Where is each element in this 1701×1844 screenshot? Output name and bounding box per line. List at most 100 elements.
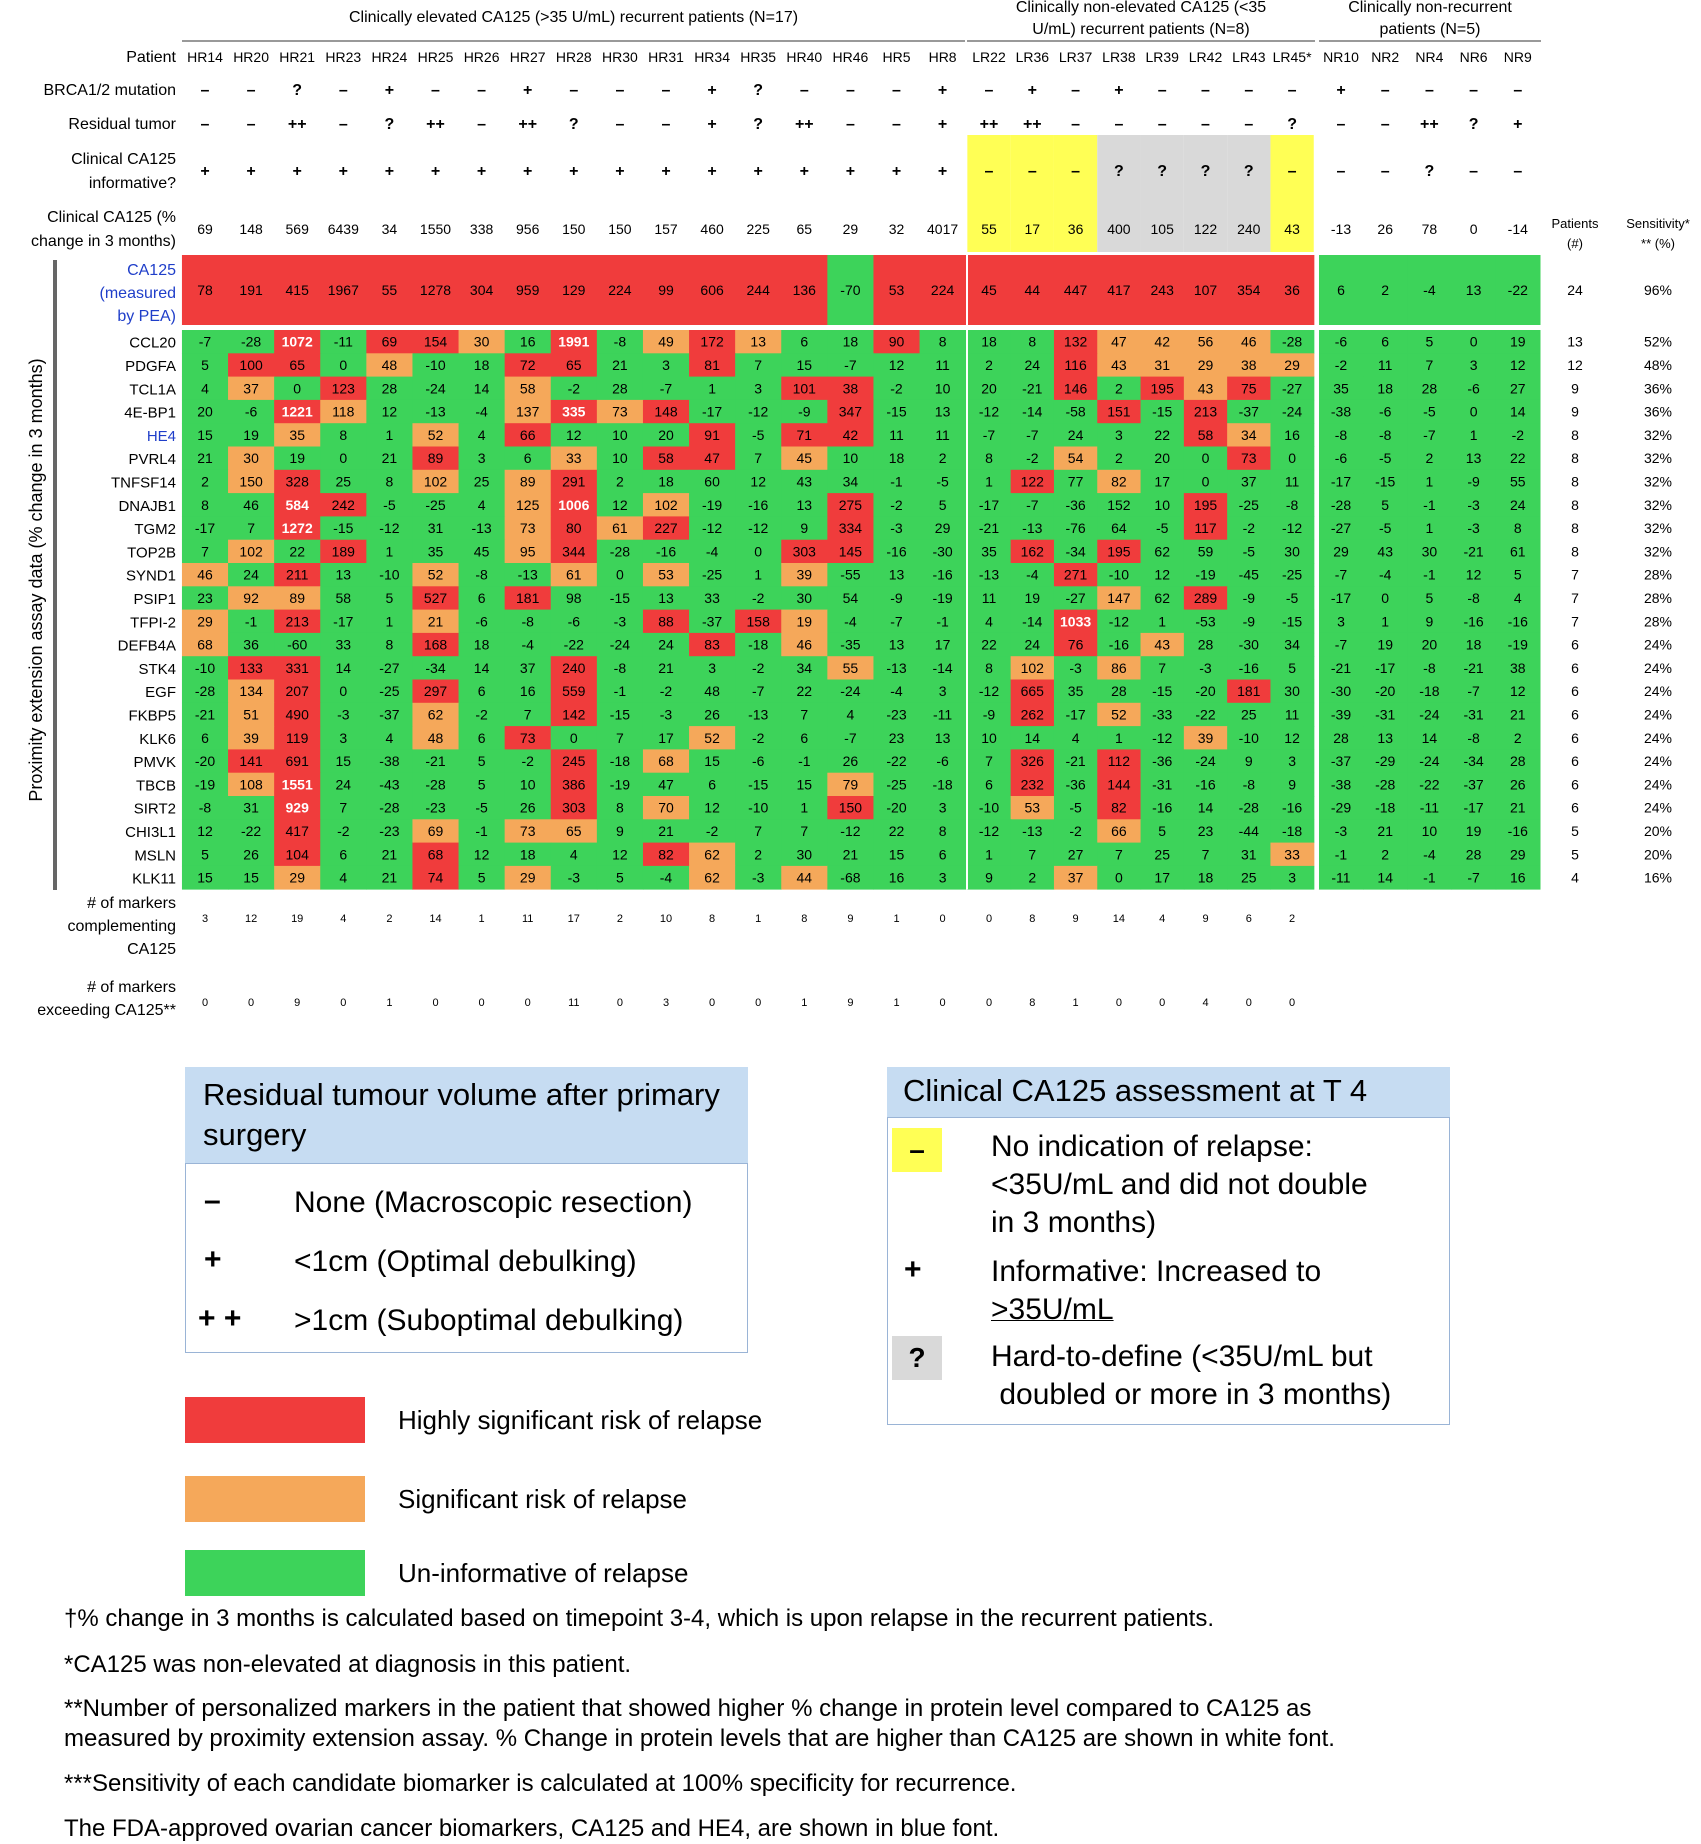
heat-cell-14-19 xyxy=(1053,632,1098,657)
footnote-sensitivity: ***Sensitivity of each candidate biomark… xyxy=(64,1770,1017,1797)
heat-value-4-11: -17 xyxy=(702,404,722,420)
heat-value-6-15: 18 xyxy=(889,450,905,466)
heat-value-24-7: 29 xyxy=(520,870,536,886)
heat-cell-7-21 xyxy=(1140,469,1185,494)
clinical-cell-2-16: + xyxy=(938,163,947,180)
heat-value-19-6: 5 xyxy=(478,753,486,769)
heat-value-13-11: -37 xyxy=(702,613,722,629)
heat-cell-18-29 xyxy=(1495,726,1541,750)
heat-value-5-3: 8 xyxy=(339,427,347,443)
clinical-cell-2-24: – xyxy=(1288,163,1297,180)
heat-value-21-15: -20 xyxy=(886,800,906,816)
heat-value-22-11: -2 xyxy=(706,823,719,839)
heat-cell-6-3 xyxy=(320,446,367,471)
heat-cell-24-29 xyxy=(1495,865,1541,890)
heat-cell-4-18 xyxy=(1010,399,1055,424)
heat-cell-1-4 xyxy=(366,330,414,354)
heat-cell-15-19 xyxy=(1053,656,1098,680)
heat-value-11-10: 53 xyxy=(658,567,674,583)
clinical-cell-1-16: + xyxy=(938,116,947,133)
heat-value-24-8: -3 xyxy=(568,870,581,886)
heat-cell-13-23 xyxy=(1227,609,1272,634)
heat-cell-11-14 xyxy=(827,563,875,587)
heat-value-9-23: -2 xyxy=(1243,520,1256,536)
heat-value-23-22: 7 xyxy=(1202,846,1210,862)
heat-cell-17-0 xyxy=(181,702,229,727)
patients-header: Patients xyxy=(1552,216,1599,231)
heat-cell-15-2 xyxy=(274,656,321,680)
heat-cell-24-15 xyxy=(873,865,921,890)
heat-value-10-22: 59 xyxy=(1198,543,1214,559)
heat-cell-20-21 xyxy=(1140,772,1185,797)
heat-cell-21-7 xyxy=(504,796,552,820)
heat-cell-6-13 xyxy=(781,446,828,471)
heat-value-8-28: -3 xyxy=(1467,497,1480,513)
heat-value-16-12: -7 xyxy=(752,683,765,699)
heat-value-20-9: -19 xyxy=(610,776,630,792)
heat-value-10-3: 189 xyxy=(332,543,356,559)
heat-cell-18-4 xyxy=(366,726,414,750)
heat-value-19-24: 3 xyxy=(1288,753,1296,769)
heat-value-0-27: -4 xyxy=(1423,282,1436,298)
heat-value-4-15: -15 xyxy=(886,404,906,420)
heat-value-14-5: 168 xyxy=(424,637,448,653)
clinical-legend-title: Clinical CA125 assessment at T 4 xyxy=(887,1067,1450,1117)
heat-cell-9-13 xyxy=(781,516,828,541)
heat-value-21-26: -18 xyxy=(1375,800,1395,816)
heat-value-23-0: 5 xyxy=(201,846,209,862)
heat-cell-7-2 xyxy=(274,469,321,494)
clinical-row-label-0-line-0: BRCA1/2 mutation xyxy=(43,82,176,99)
heat-cell-14-23 xyxy=(1227,632,1272,657)
heat-cell-22-14 xyxy=(827,819,875,843)
heat-cell-15-6 xyxy=(458,656,506,680)
heat-cell-9-22 xyxy=(1183,516,1228,541)
heat-cell-5-23 xyxy=(1227,423,1272,447)
heat-cell-24-20 xyxy=(1097,865,1142,890)
marker-label-pvrl4: PVRL4 xyxy=(128,451,176,468)
heat-cell-11-11 xyxy=(689,563,736,587)
heat-value-1-8: 1991 xyxy=(558,334,589,350)
heat-cell-7-7 xyxy=(504,469,552,494)
clinical-cell-3-10: 157 xyxy=(654,221,678,237)
bottom-cell-1-4: 1 xyxy=(386,997,392,1009)
heat-cell-0-29 xyxy=(1495,255,1541,326)
heat-cell-2-7 xyxy=(504,353,552,377)
heat-value-0-18: 44 xyxy=(1025,282,1041,298)
heat-cell-12-0 xyxy=(181,586,229,610)
heat-cell-16-7 xyxy=(504,679,552,704)
heat-value-22-29: -16 xyxy=(1508,823,1528,839)
heat-value-5-7: 66 xyxy=(520,427,536,443)
heat-cell-7-19 xyxy=(1053,469,1098,494)
sensitivity-value-1: 52% xyxy=(1644,334,1672,350)
heat-value-2-24: 29 xyxy=(1284,357,1300,373)
clinical-cell-1-19: – xyxy=(1071,116,1080,133)
heat-value-20-19: -36 xyxy=(1065,776,1085,792)
heat-cell-8-12 xyxy=(735,493,782,517)
heat-value-16-19: 35 xyxy=(1068,683,1084,699)
heat-cell-3-7 xyxy=(504,376,552,401)
heat-value-14-29: -19 xyxy=(1508,637,1528,653)
heat-value-2-9: 21 xyxy=(612,357,628,373)
clinical-cell-3-2: 569 xyxy=(286,221,310,237)
heat-value-10-9: -28 xyxy=(610,543,630,559)
heat-value-20-18: 232 xyxy=(1021,776,1045,792)
heat-cell-4-4 xyxy=(366,399,414,424)
heat-cell-8-9 xyxy=(596,493,644,517)
heat-cell-3-3 xyxy=(320,376,367,401)
heat-value-17-4: -37 xyxy=(379,706,399,722)
heat-cell-2-17 xyxy=(967,353,1012,377)
heat-value-17-25: -39 xyxy=(1331,706,1351,722)
heat-value-7-29: 55 xyxy=(1510,473,1526,489)
heat-cell-15-22 xyxy=(1183,656,1228,680)
heat-value-9-18: -13 xyxy=(1022,520,1042,536)
heat-cell-22-2 xyxy=(274,819,321,843)
heat-cell-6-12 xyxy=(735,446,782,471)
heat-value-15-6: 14 xyxy=(474,660,490,676)
heat-cell-7-6 xyxy=(458,469,506,494)
clinical-cell-1-0: – xyxy=(201,116,210,133)
heat-cell-23-3 xyxy=(320,842,367,867)
heat-value-8-2: 584 xyxy=(286,497,310,513)
heat-cell-1-11 xyxy=(689,330,736,354)
heat-cell-17-20 xyxy=(1097,702,1142,727)
bottom-cell-1-18: 8 xyxy=(1029,997,1035,1009)
